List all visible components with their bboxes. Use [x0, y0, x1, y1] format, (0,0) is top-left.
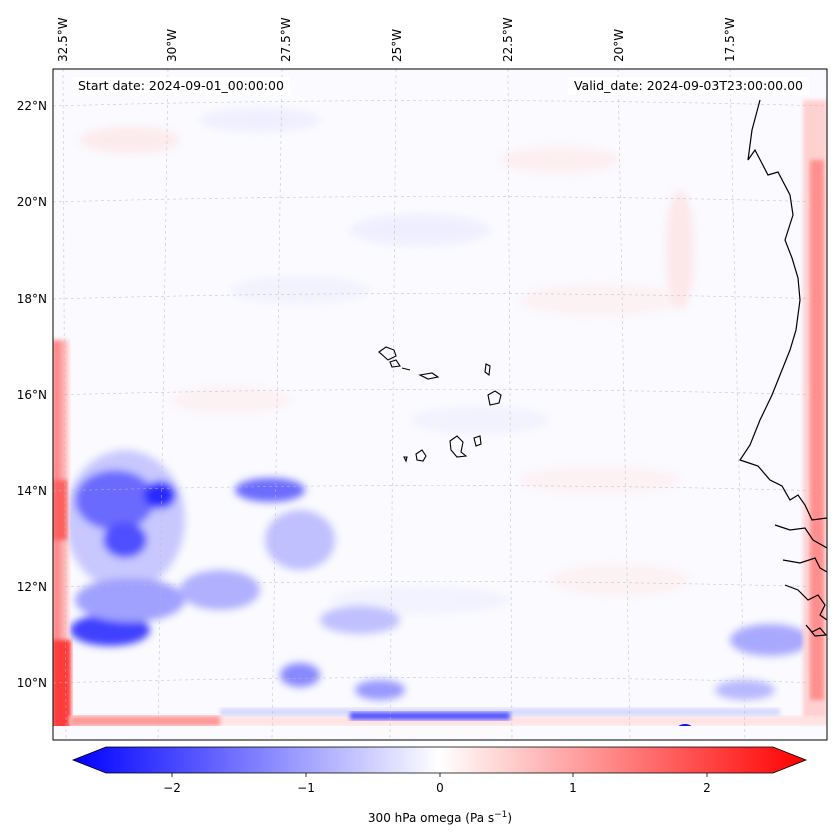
lon-label: 27.5°W: [279, 17, 293, 62]
colorbar-tick-label: 1: [569, 781, 577, 795]
colorbar-ticks: [171, 773, 708, 777]
lat-label: 20°N: [17, 195, 47, 209]
lat-label: 16°N: [17, 388, 47, 402]
colorbar: −2 −1 0 1 2 300 hPa omega (Pa s−1): [71, 746, 808, 825]
lat-label: 18°N: [17, 292, 47, 306]
lon-label: 32.5°W: [56, 17, 70, 62]
lat-label: 10°N: [17, 676, 47, 690]
colorbar-tick-label: −2: [163, 781, 181, 795]
lon-label: 30°W: [165, 29, 179, 62]
omega-field: [53, 69, 827, 740]
lon-label: 22.5°W: [501, 17, 515, 62]
latitude-labels: 22°N 20°N 18°N 16°N 14°N 12°N 10°N: [17, 99, 47, 690]
colorbar-body: [71, 746, 808, 774]
colorbar-tick-label: 2: [703, 781, 711, 795]
lat-label: 22°N: [17, 99, 47, 113]
start-date-label: Start date: 2024-09-01_00:00:00: [72, 77, 290, 95]
longitude-labels: 32.5°W 30°W 27.5°W 25°W 22.5°W 20°W 17.5…: [56, 17, 737, 62]
colorbar-tick-label: −1: [297, 781, 315, 795]
coastline: [739, 99, 827, 637]
map-frame: [52, 68, 828, 741]
colorbar-tick-label: 0: [436, 781, 444, 795]
lat-label: 12°N: [17, 580, 47, 594]
valid-date-label: Valid_date: 2024-09-03T23:00:00.00: [567, 77, 809, 95]
graticule: [53, 69, 827, 740]
lon-label: 20°W: [612, 29, 626, 62]
lat-label: 14°N: [17, 484, 47, 498]
lon-label: 17.5°W: [723, 17, 737, 62]
lon-label: 25°W: [390, 29, 404, 62]
colorbar-label: 300 hPa omega (Pa s−1): [368, 810, 512, 825]
islands: [378, 346, 502, 463]
